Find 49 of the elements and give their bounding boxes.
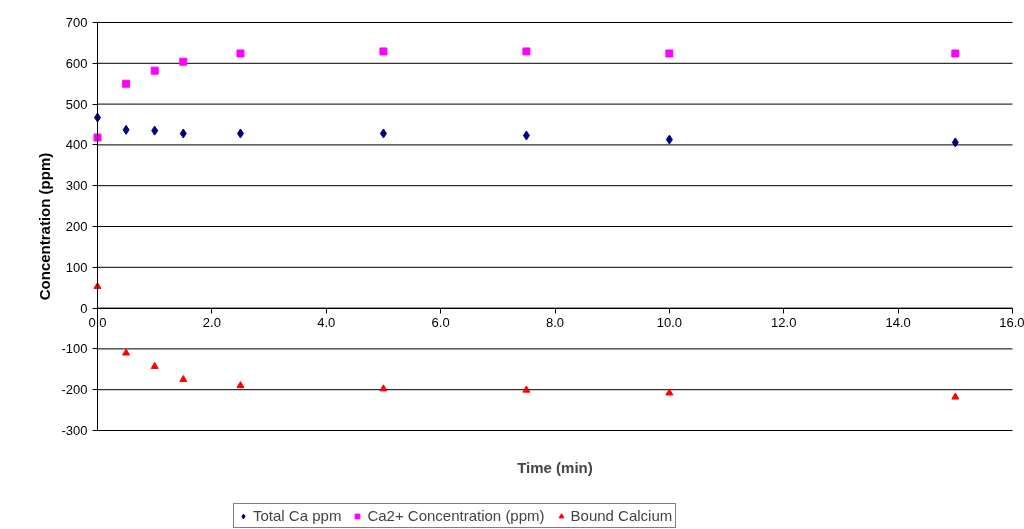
- point: [151, 125, 159, 136]
- y-tick-label: 600: [65, 55, 88, 71]
- x-tick-label: 10.0: [656, 315, 683, 331]
- x-tick-label: 2.0: [202, 315, 221, 331]
- point: [236, 49, 245, 58]
- point: [522, 130, 530, 141]
- x-tick-label: 6.0: [431, 315, 450, 331]
- point: [665, 134, 673, 145]
- point: [122, 124, 130, 135]
- point: [93, 133, 102, 142]
- x-tick-label: 8.0: [545, 315, 565, 331]
- point: [379, 384, 388, 392]
- y-tick-label: 0: [80, 300, 88, 316]
- y-tick-label: 400: [65, 137, 88, 153]
- y-tick-label: -300: [61, 423, 88, 438]
- point: [150, 361, 159, 369]
- x-tick-label: 12.0: [771, 315, 797, 331]
- point: [179, 374, 188, 383]
- y-tick-label: 500: [65, 96, 88, 112]
- point: [951, 49, 960, 58]
- y-tick-label: 300: [65, 178, 88, 194]
- point: [951, 137, 959, 148]
- point: [951, 392, 960, 400]
- y-tick-label: -200: [61, 382, 88, 398]
- point: [236, 381, 245, 389]
- point: [522, 47, 531, 56]
- y-axis-title: Concentration (ppm): [36, 152, 54, 301]
- x-tick-label: 4.0: [317, 315, 336, 331]
- point: [665, 49, 674, 58]
- point: [179, 57, 188, 66]
- point: [665, 388, 674, 396]
- y-tick-label: -100: [61, 341, 88, 357]
- point: [522, 385, 531, 393]
- point: [150, 66, 159, 75]
- legend-label: Bound Calcium: [570, 507, 673, 524]
- y-tick-label: 200: [65, 219, 88, 234]
- point: [379, 47, 388, 56]
- point: [122, 348, 131, 356]
- x-axis-title: Time (min): [517, 459, 593, 476]
- y-tick-label: 700: [65, 15, 88, 30]
- point: [122, 79, 131, 88]
- legend-label: Total Ca ppm: [253, 507, 342, 524]
- point: [179, 128, 187, 139]
- point: [379, 128, 387, 139]
- legend-label: Ca2+ Concentration (ppm): [367, 507, 545, 524]
- point: [236, 128, 244, 139]
- y-tick-label: 100: [65, 259, 88, 275]
- x-tick-label: 16.0: [999, 315, 1024, 331]
- x-tick-label: 14.0: [885, 315, 911, 331]
